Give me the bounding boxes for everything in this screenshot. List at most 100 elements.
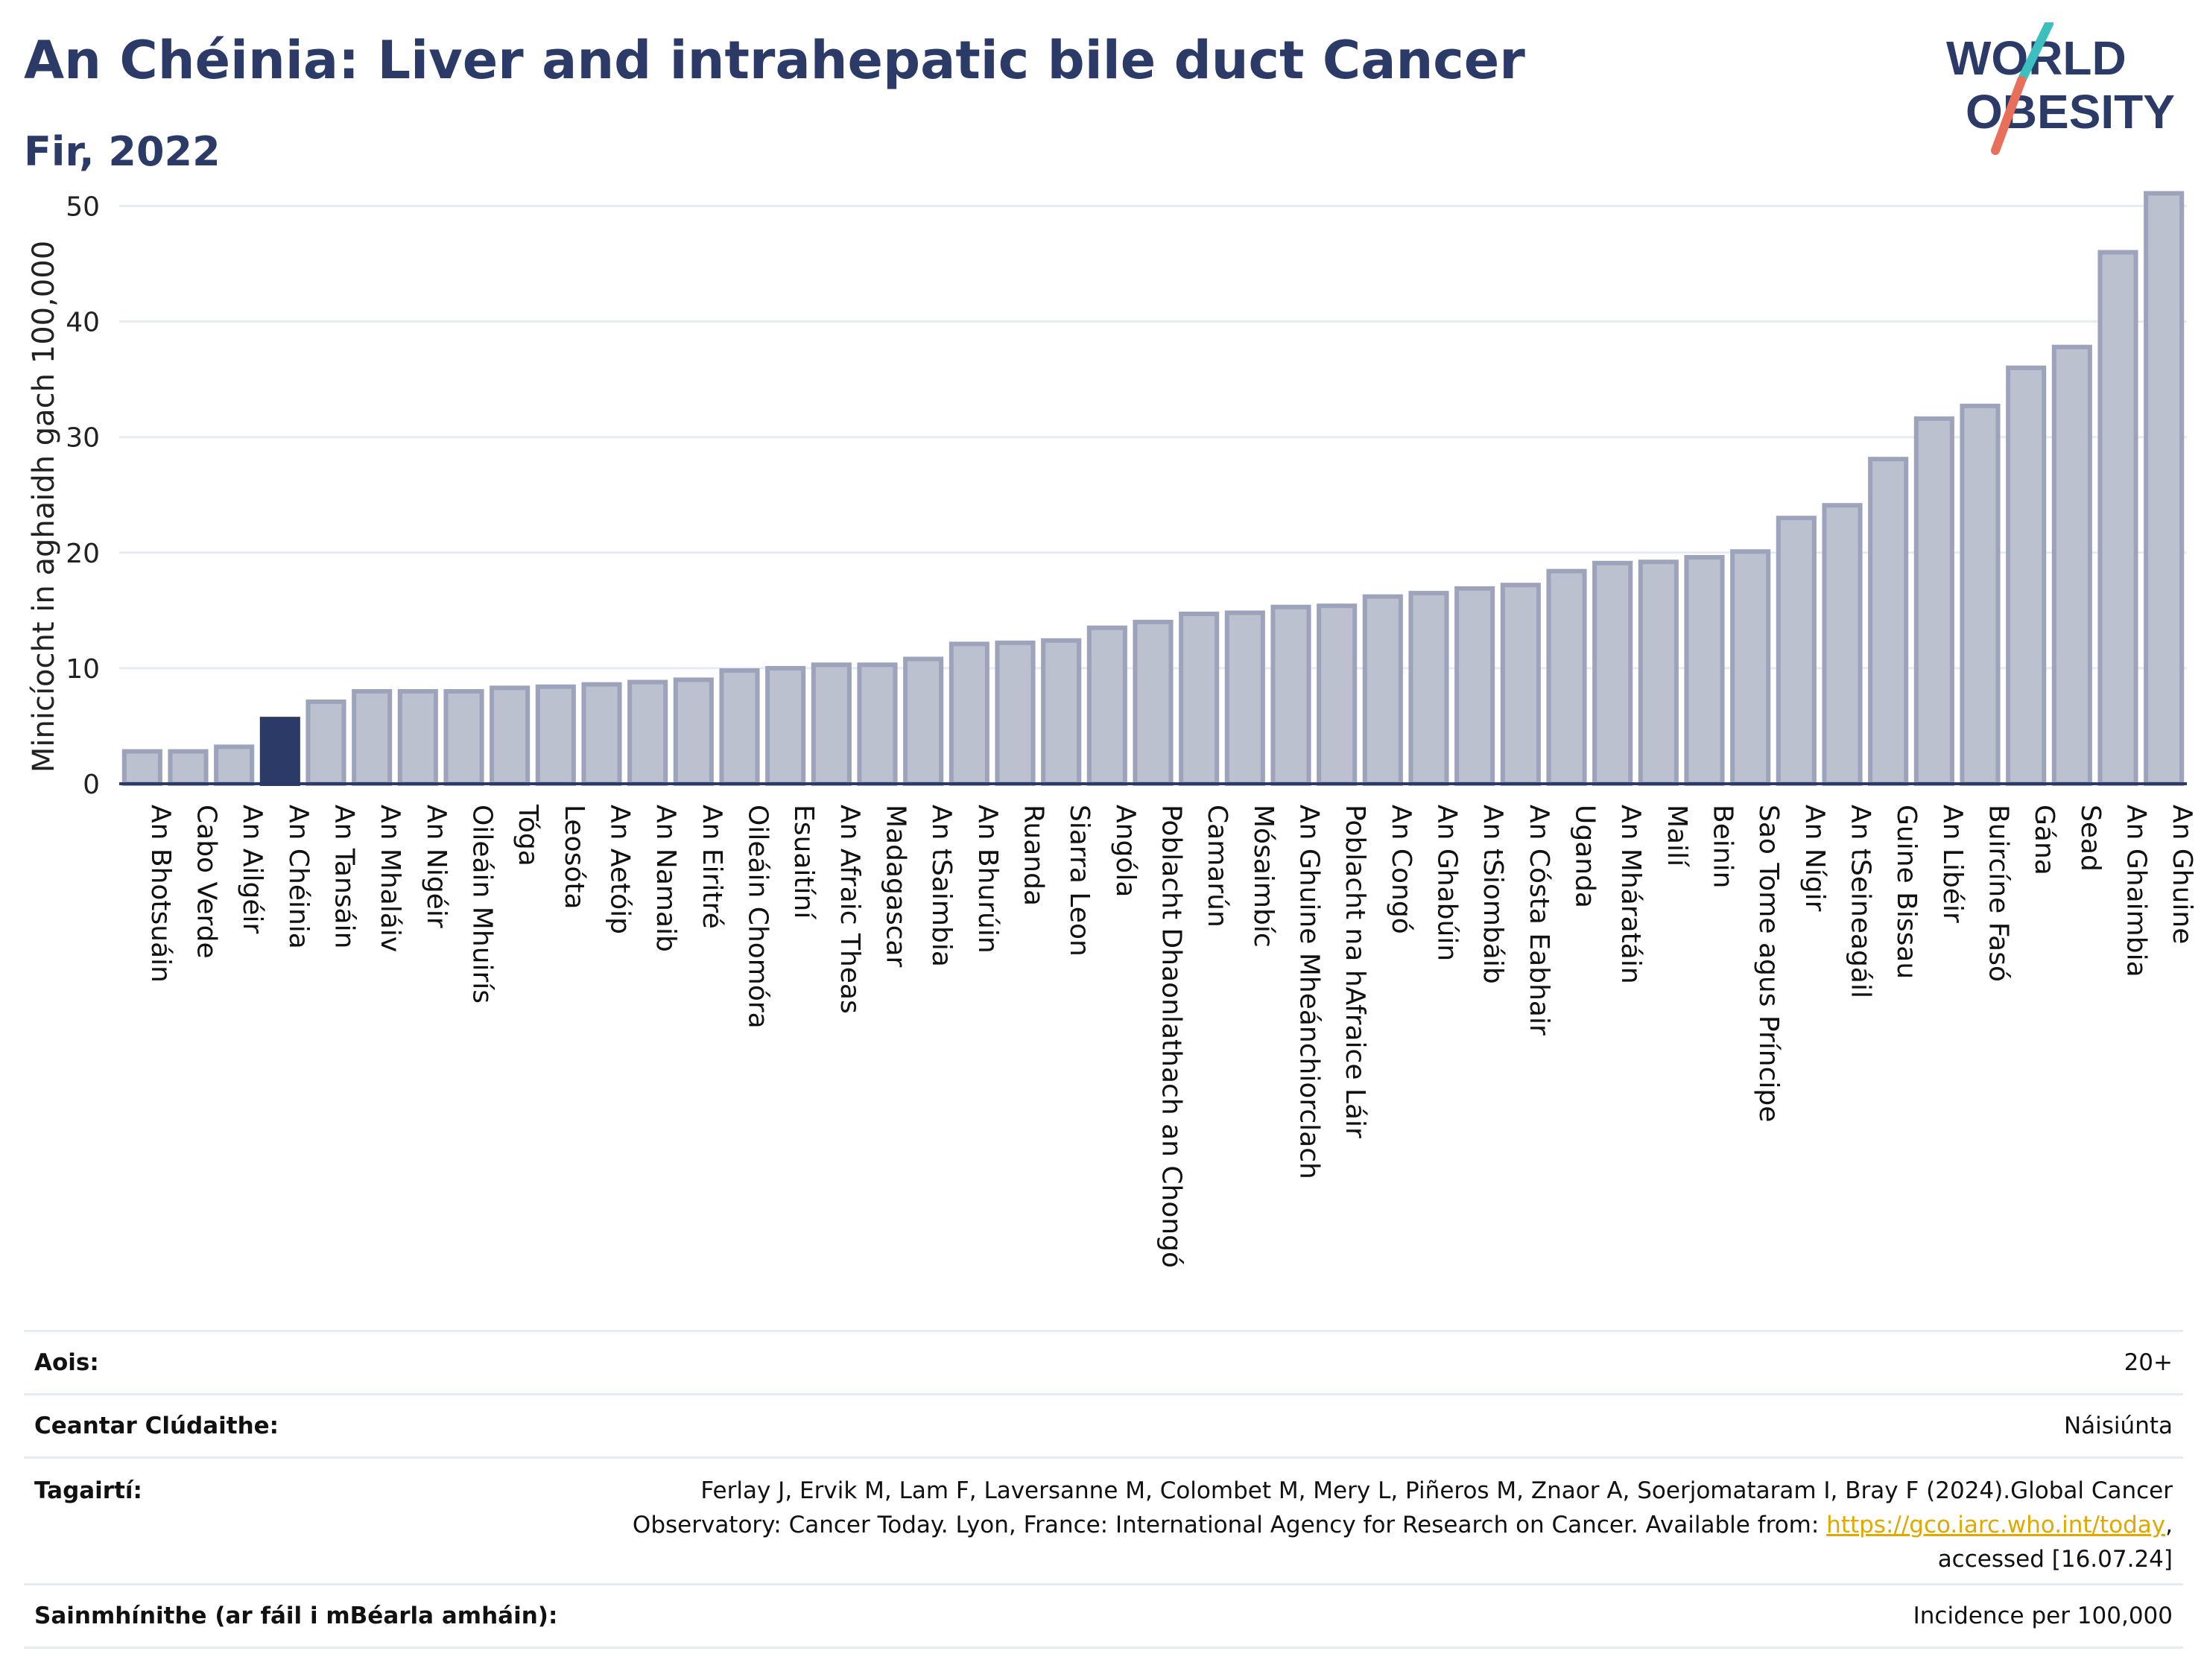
x-tick-label: Oileáin Mhuirís (467, 805, 498, 1004)
bar-0[interactable] (121, 749, 162, 787)
x-tick-label: Mailí (1662, 805, 1692, 867)
logo-slash-bottom (1991, 76, 2026, 155)
info-row-age: Aois: 20+ (24, 1330, 2183, 1393)
x-tick-label: An Ghaimbia (2121, 805, 2152, 977)
bar-10[interactable] (581, 682, 622, 787)
info-row-references: Tagairtí: Ferlay J, Ervik M, Lam F, Lave… (24, 1456, 2183, 1583)
y-tick-label: 50 (66, 192, 100, 223)
x-tick-label: An Nigéir (421, 805, 452, 928)
bar-8[interactable] (490, 685, 531, 787)
bar-29[interactable] (1454, 586, 1495, 786)
x-tick-label: Beinin (1708, 805, 1738, 888)
x-tick-label: An Ghuine Mheánchiorclach (1294, 805, 1325, 1179)
bar-9[interactable] (535, 684, 576, 787)
info-row-area: Ceantar Clúdaithe: Náisiúnta (24, 1393, 2183, 1456)
x-tick-label: An Libéir (1937, 805, 1968, 923)
bar-35[interactable] (1730, 549, 1771, 786)
bar-15[interactable] (811, 662, 852, 786)
bar-42[interactable] (2051, 344, 2092, 786)
reference-line-1: Ferlay J, Ervik M, Lam F, Laversanne M, … (700, 1477, 2173, 1504)
age-label: Aois: (34, 1349, 99, 1376)
bar-31[interactable] (1546, 568, 1587, 786)
y-tick-label: 30 (66, 423, 100, 454)
x-tick-label: Angóla (1110, 805, 1141, 897)
x-tick-label: An Aetóip (605, 805, 636, 934)
bar-22[interactable] (1133, 619, 1174, 786)
bar-28[interactable] (1408, 591, 1449, 787)
bar-6[interactable] (397, 688, 438, 786)
bar-3[interactable] (259, 717, 300, 786)
bar-5[interactable] (352, 688, 393, 786)
x-tick-label: Uganda (1570, 805, 1600, 908)
bar-27[interactable] (1362, 594, 1403, 787)
x-tick-label: An Afraic Theas (835, 805, 865, 1014)
bar-23[interactable] (1179, 612, 1220, 786)
x-tick-label: Esuaitíní (788, 805, 819, 919)
reference-link[interactable]: https://gco.iarc.who.int/today (1826, 1512, 2166, 1538)
bar-14[interactable] (765, 665, 806, 786)
bar-37[interactable] (1822, 503, 1863, 786)
x-tick-label: An Bhotsuáin (145, 805, 176, 983)
bar-18[interactable] (949, 641, 989, 787)
bar-24[interactable] (1224, 610, 1265, 787)
bar-19[interactable] (995, 640, 1036, 786)
x-tick-label: Sead (2075, 805, 2106, 872)
x-tick-label: An Eiritré (697, 805, 727, 929)
bar-38[interactable] (1868, 457, 1909, 786)
bar-44[interactable] (2144, 191, 2185, 787)
info-row-definitions: Sainmhínithe (ar fáil i mBéarla amháin):… (24, 1583, 2183, 1649)
bar-1[interactable] (168, 749, 209, 787)
bar-43[interactable] (2097, 250, 2138, 786)
y-axis-label: Minicíocht in aghaidh gach 100,000 (27, 241, 61, 773)
area-value: Náisiúnta (2063, 1413, 2173, 1439)
x-tick-label: An Mhaláiv (375, 805, 405, 952)
axes: 0 10 20 30 40 50 An Bhotsuáin Cabo Verde An Ailg… (66, 192, 2197, 1269)
bar-2[interactable] (214, 744, 255, 786)
bar-17[interactable] (903, 656, 944, 786)
x-tick-label: Guine Bissau (1891, 805, 1922, 979)
bar-41[interactable] (2006, 365, 2047, 786)
bar-21[interactable] (1086, 625, 1127, 786)
bar-11[interactable] (627, 679, 668, 786)
bar-16[interactable] (857, 662, 898, 786)
reference-line-3: accessed [16.07.24] (1937, 1546, 2173, 1573)
definitions-label: Sainmhínithe (ar fáil i mBéarla amháin): (34, 1603, 558, 1629)
x-tick-label: An Ghabúin (1432, 805, 1463, 961)
y-tick-label: 20 (66, 539, 100, 569)
bar-20[interactable] (1041, 638, 1082, 787)
references-label: Tagairtí: (34, 1477, 142, 1504)
world-obesity-logo: WORLD OBESITY (1946, 22, 2175, 155)
logo-slash-top (2017, 22, 2053, 85)
x-tick-label: An Mháratáin (1615, 805, 1646, 984)
bar-36[interactable] (1776, 516, 1817, 786)
bar-4[interactable] (305, 699, 346, 786)
bar-39[interactable] (1913, 416, 1954, 787)
bar-30[interactable] (1500, 583, 1541, 786)
page-title: An Chéinia: Liver and intrahepatic bile … (24, 30, 1525, 91)
x-tick-label: An Ailgéir (237, 805, 267, 934)
bar-25[interactable] (1270, 604, 1311, 787)
x-tick-label: An Chéinia (283, 805, 314, 949)
x-tick-label: Gána (2029, 805, 2059, 875)
bar-12[interactable] (673, 677, 714, 786)
x-tick-label: Ruanda (1019, 805, 1049, 906)
x-tick-label: Siarra Leon (1064, 805, 1095, 957)
bar-40[interactable] (1960, 403, 2001, 786)
x-tick-label: An Bhurúin (972, 805, 1003, 954)
y-tick-label: 40 (66, 308, 100, 338)
bar-34[interactable] (1684, 555, 1725, 786)
bar-7[interactable] (443, 688, 484, 786)
bar-13[interactable] (719, 668, 760, 787)
x-tick-label: An Nígir (1799, 805, 1830, 912)
bar-26[interactable] (1317, 603, 1358, 786)
x-tick-label: Buircíne Fasó (1983, 805, 2014, 982)
x-tick-label: Mósaimbíc (1248, 805, 1279, 948)
bar-chart: 0 10 20 30 40 50 An Bhotsuáin Cabo Verde An Ailg… (27, 191, 2197, 1269)
bar-33[interactable] (1638, 560, 1679, 786)
x-tick-label: Camarún (1202, 805, 1232, 928)
bar-32[interactable] (1592, 560, 1633, 787)
page-subtitle: Fir, 2022 (24, 128, 221, 175)
x-tick-label: Poblacht Dhaonlathach an Chongó (1156, 805, 1187, 1268)
y-tick-label: 0 (83, 770, 100, 800)
x-tick-label: An Tansáin (329, 805, 360, 948)
